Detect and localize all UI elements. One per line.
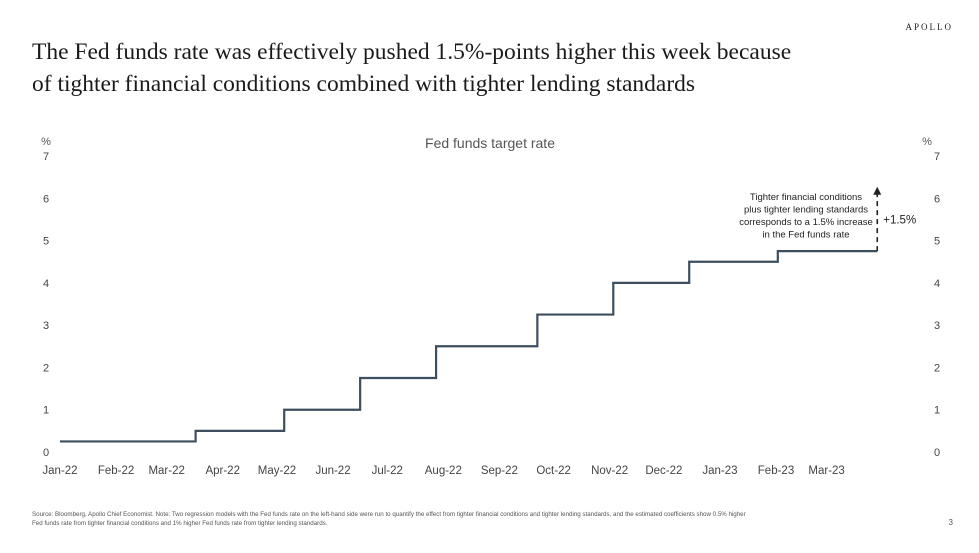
y-tick-label-right: 7	[934, 151, 940, 163]
y-tick-label-left: 0	[43, 447, 49, 459]
x-tick-label: Jun-22	[315, 465, 350, 477]
x-tick-label: Dec-22	[645, 465, 682, 477]
annotation-group: +1.5% Tighter financial conditions plus ti…	[739, 186, 916, 252]
source-line-2: Fed funds rate from tighter financial co…	[32, 520, 328, 527]
y-tick-label-left: 3	[43, 320, 49, 332]
x-tick-label: Apr-22	[205, 465, 240, 477]
x-tick-label: Nov-22	[591, 465, 628, 477]
x-tick-label: Mar-22	[148, 465, 184, 477]
y-tick-label-right: 4	[934, 278, 940, 290]
series-group	[60, 250, 878, 443]
x-tick-label: Mar-23	[808, 465, 844, 477]
y-tick-label-right: 2	[934, 362, 940, 374]
y-tick-label-left: 5	[43, 236, 49, 248]
y-axis-left: 0 1 2 3 4 5 6 7	[43, 151, 49, 459]
x-axis: Jan-22 Feb-22 Mar-22 Apr-22 May-22 Jun-22 Jul-…	[42, 465, 844, 477]
x-tick-label: Sep-22	[481, 465, 518, 477]
y-tick-label-left: 7	[43, 151, 49, 163]
headline-line-1: The Fed funds rate was effectively pushe…	[32, 39, 792, 65]
y-tick-label-right: 1	[934, 405, 940, 417]
annotation-text-line: Tighter financial conditions	[750, 192, 862, 203]
y-tick-label-left: 2	[43, 362, 49, 374]
annotation-text-line: corresponds to a 1.5% increase	[739, 217, 873, 228]
x-tick-label: Aug-22	[425, 465, 462, 477]
x-tick-label: Jan-22	[42, 465, 77, 477]
y-tick-label-left: 4	[43, 278, 49, 290]
y-tick-label-right: 5	[934, 236, 940, 248]
annotation-text-line: in the Fed funds rate	[762, 230, 849, 241]
y-tick-label-left: 1	[43, 405, 49, 417]
y-tick-label-left: 6	[43, 193, 49, 205]
annotation-text-line: plus tighter lending standards	[744, 205, 868, 216]
x-tick-label: Feb-23	[758, 465, 794, 477]
y-tick-label-right: 0	[934, 447, 940, 459]
x-tick-label: Jan-23	[702, 465, 737, 477]
y-tick-label-right: 6	[934, 193, 940, 205]
arrow-up-icon	[873, 186, 882, 195]
annotation-increase-label: +1.5%	[883, 214, 916, 226]
source-note: Source: Bloomberg, Apollo Chief Economis…	[32, 510, 932, 528]
y-axis-unit-right: %	[922, 136, 932, 148]
brand-logo: APOLLO	[905, 22, 953, 32]
x-tick-label: Feb-22	[98, 465, 134, 477]
headline-line-2: of tighter financial conditions combined…	[32, 71, 696, 97]
page-number: 3	[948, 518, 953, 527]
x-tick-label: Jul-22	[372, 465, 403, 477]
fed-funds-rate-line	[60, 250, 878, 443]
x-tick-label: Oct-22	[536, 465, 571, 477]
y-axis-unit-left: %	[41, 136, 51, 148]
headline: The Fed funds rate was effectively pushe…	[32, 36, 912, 100]
y-tick-label-right: 3	[934, 320, 940, 332]
y-axis-right: 0 1 2 3 4 5 6 7	[934, 151, 940, 459]
x-tick-label: May-22	[258, 465, 296, 477]
chart-title: Fed funds target rate	[425, 135, 555, 151]
source-line-1: Source: Bloomberg, Apollo Chief Economis…	[32, 511, 746, 518]
